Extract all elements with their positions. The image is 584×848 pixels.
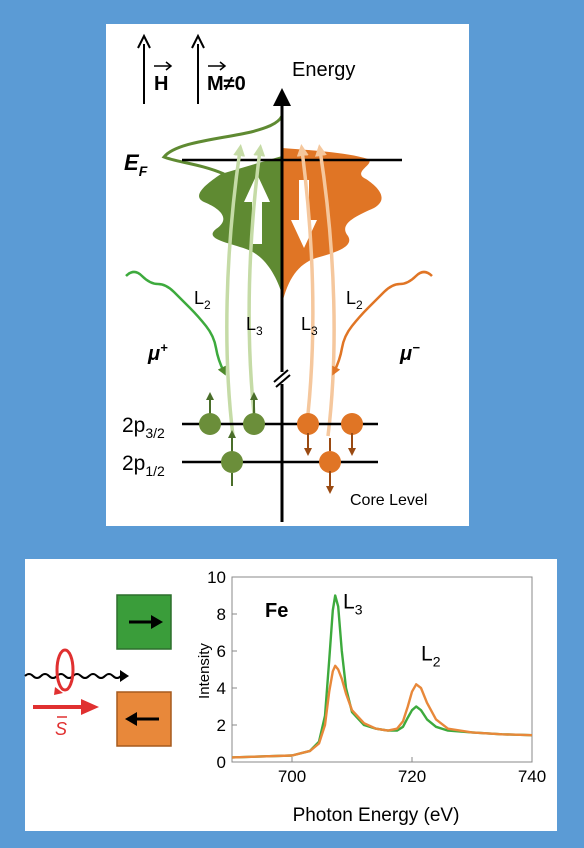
mu-minus-photon bbox=[332, 270, 433, 376]
core-level-label: Core Level bbox=[350, 492, 427, 509]
mu-plus-label: μ+ bbox=[147, 340, 168, 365]
mu-plus-photon bbox=[125, 270, 226, 376]
y-tick-label: 6 bbox=[217, 642, 226, 661]
y-tick-label: 4 bbox=[217, 679, 226, 698]
energy-axis-arrowhead bbox=[273, 88, 291, 106]
transition-l2-green bbox=[225, 144, 246, 437]
magnetization-right-arrow-head bbox=[151, 615, 163, 629]
helicity-loop-head bbox=[54, 687, 63, 695]
helicity-illustration: S bbox=[24, 594, 172, 747]
photon-beam-head bbox=[120, 670, 129, 682]
electron-orange-1 bbox=[297, 413, 319, 456]
x-tick-label: 720 bbox=[398, 767, 426, 786]
xmcd-spectrum-chart: 700 720 740 0 2 4 6 8 10 Fe L3 L2 Photon Energy (… bbox=[196, 568, 546, 826]
annotation-group: L3 L2 bbox=[343, 590, 441, 669]
level-2p12-label: 2p1/2 bbox=[122, 452, 165, 479]
spin-up-arrow bbox=[244, 174, 270, 244]
electron-green-1 bbox=[199, 392, 221, 435]
electron-green-3 bbox=[221, 430, 243, 486]
spin-up-dos-green bbox=[199, 156, 282, 294]
x-axis-label: Photon Energy (eV) bbox=[293, 805, 460, 826]
transition-l3-green bbox=[247, 144, 266, 415]
electron-orange-3 bbox=[319, 438, 341, 494]
y-axis-label: Intensity bbox=[196, 643, 213, 699]
xmcd-diagram-panel: H M≠0 Energy EF L2 L3 L3 L2 μ+ μ− 2p3/2 … bbox=[106, 24, 469, 526]
x-tick-label: 740 bbox=[518, 767, 546, 786]
peak-label-l2: L2 bbox=[421, 642, 441, 669]
y-tick-label: 0 bbox=[217, 753, 226, 772]
spin-vector-head bbox=[81, 699, 99, 715]
axis-break bbox=[272, 369, 292, 388]
l2-right-label: L2 bbox=[346, 288, 363, 312]
series-group bbox=[231, 594, 533, 759]
transition-l3-orange bbox=[296, 144, 315, 415]
field-h-arrow bbox=[137, 33, 151, 104]
spectrum-series-2 bbox=[231, 664, 533, 759]
helicity-loop bbox=[55, 648, 75, 692]
ticks-group: 700 720 740 0 2 4 6 8 10 bbox=[207, 568, 546, 786]
field-m-arrow bbox=[191, 33, 205, 104]
magnetization-left-arrow-head bbox=[125, 712, 137, 726]
l2-left-label: L2 bbox=[194, 288, 211, 312]
plot-frame bbox=[231, 576, 533, 763]
element-label: Fe bbox=[265, 600, 288, 622]
y-tick-label: 8 bbox=[217, 605, 226, 624]
electron-green-2 bbox=[243, 392, 265, 435]
l3-right-label: L3 bbox=[301, 314, 318, 338]
xmcd-diagram: H M≠0 Energy EF L2 L3 L3 L2 μ+ μ− 2p3/2 … bbox=[122, 33, 433, 522]
spin-vector-label: S bbox=[55, 719, 67, 739]
energy-label: Energy bbox=[292, 59, 355, 81]
spin-up-dos-outline bbox=[161, 115, 284, 176]
peak-label-l3: L3 bbox=[343, 590, 363, 617]
electron-orange-2 bbox=[341, 413, 363, 456]
field-m-label: M≠0 bbox=[207, 73, 246, 95]
l3-left-label: L3 bbox=[246, 314, 263, 338]
x-tick-label: 700 bbox=[278, 767, 306, 786]
fermi-level-label: EF bbox=[124, 150, 148, 179]
y-tick-label: 2 bbox=[217, 716, 226, 735]
plot-frame-group bbox=[231, 576, 533, 763]
m-vector-tip bbox=[219, 61, 227, 71]
field-h-label: H bbox=[154, 73, 168, 95]
y-tick-label: 10 bbox=[207, 568, 226, 587]
xmcd-spectrum-panel: S 700 720 740 0 2 4 6 8 10 Fe L3 L2 Photon Energy… bbox=[24, 559, 557, 831]
level-2p32-label: 2p3/2 bbox=[122, 414, 165, 441]
transition-l2-orange bbox=[314, 144, 336, 437]
mu-minus-label: μ− bbox=[399, 340, 420, 365]
h-vector-tip bbox=[165, 61, 173, 71]
